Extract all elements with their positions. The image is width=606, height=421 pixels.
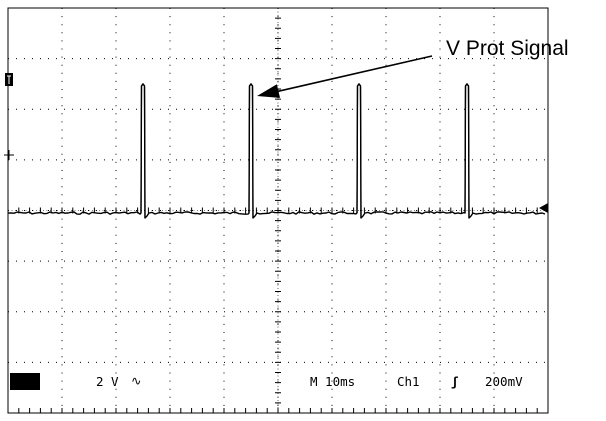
annotation-label: V Prot Signal: [446, 37, 569, 60]
trigger-level-arrow: [539, 203, 548, 213]
pulse-3: [356, 82, 362, 219]
trigger-slope: ʃ: [451, 374, 459, 389]
annotation-arrow-head: [257, 84, 281, 98]
traces: [7, 82, 546, 219]
trigger-source: Ch1: [397, 374, 420, 389]
pulse-2: [248, 82, 254, 219]
annotation-arrow-line: [270, 55, 433, 94]
graticule: [7, 7, 549, 414]
timebase: M 10ms: [310, 374, 355, 389]
pulse-1: [140, 82, 146, 219]
channel-label: Ch1: [12, 374, 35, 389]
channel-badge: [10, 373, 40, 390]
trace-ch1: [7, 83, 546, 219]
trigger-level: 200mV: [485, 374, 523, 389]
annotation: V Prot Signal: [257, 37, 569, 98]
pulse-4: [464, 82, 470, 219]
volts-per-div: 2 V: [96, 374, 119, 389]
markers: [4, 73, 548, 213]
readout-bar: Ch1 2 V ∿ M 10ms Ch1 ʃ 200mV: [10, 373, 523, 390]
coupling-symbol: ∿: [131, 373, 141, 388]
